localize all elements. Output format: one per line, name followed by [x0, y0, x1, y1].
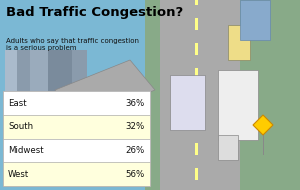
Bar: [3, 115, 150, 139]
Text: South: South: [8, 122, 33, 131]
Bar: [195, 143, 198, 155]
Bar: [160, 0, 240, 190]
Text: Midwest: Midwest: [8, 146, 44, 155]
Bar: [5, 50, 17, 115]
Bar: [170, 75, 205, 130]
Text: 26%: 26%: [126, 146, 145, 155]
Bar: [195, 18, 198, 30]
Bar: [145, 0, 300, 190]
Bar: [195, 0, 198, 5]
Bar: [195, 93, 198, 105]
Bar: [3, 91, 150, 186]
Text: Adults who say that traffic congestion
is a serious problem: Adults who say that traffic congestion i…: [6, 38, 139, 51]
Polygon shape: [55, 60, 155, 120]
Bar: [218, 135, 238, 160]
Bar: [3, 162, 150, 186]
Bar: [72, 50, 87, 125]
Bar: [30, 50, 48, 120]
Bar: [3, 91, 150, 115]
Bar: [195, 68, 198, 80]
Bar: [3, 139, 150, 162]
Text: 36%: 36%: [126, 99, 145, 108]
Text: West: West: [8, 170, 29, 179]
Bar: [262, 135, 263, 155]
Bar: [10, 50, 32, 130]
Bar: [195, 168, 198, 180]
Bar: [195, 118, 198, 130]
Text: Bad Traffic Congestion?: Bad Traffic Congestion?: [6, 6, 183, 19]
Bar: [218, 70, 258, 140]
Text: 32%: 32%: [126, 122, 145, 131]
Bar: [228, 25, 250, 60]
Bar: [240, 0, 270, 40]
Text: 56%: 56%: [126, 170, 145, 179]
Text: East: East: [8, 99, 27, 108]
Bar: [195, 43, 198, 55]
Bar: [48, 50, 73, 135]
Polygon shape: [253, 115, 273, 135]
